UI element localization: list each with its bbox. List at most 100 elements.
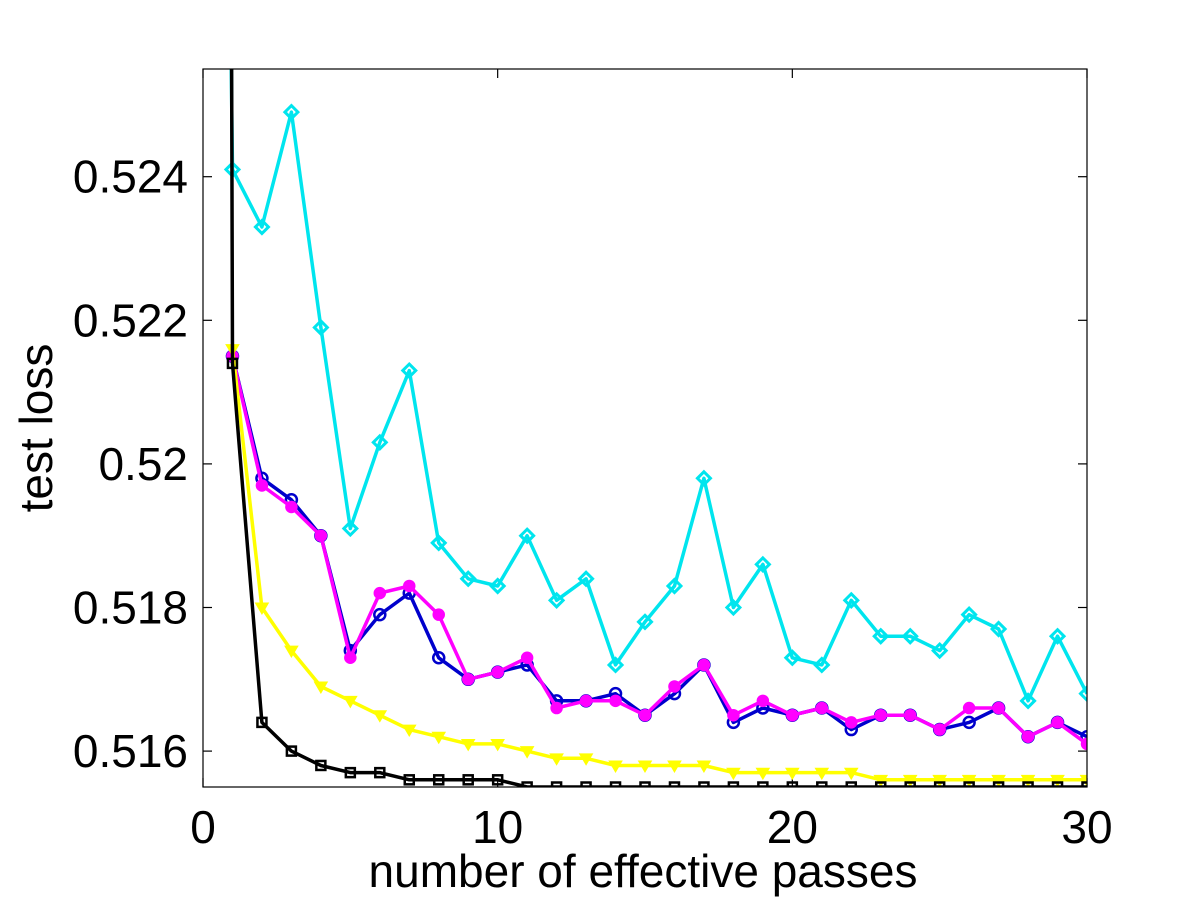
data-point <box>845 716 858 729</box>
data-point <box>872 627 890 645</box>
data-point <box>933 723 946 736</box>
data-point <box>374 766 386 779</box>
data-point <box>754 555 772 574</box>
data-point <box>961 774 977 787</box>
data-point <box>344 766 357 779</box>
data-point <box>668 680 681 693</box>
data-point <box>314 529 328 542</box>
data-point <box>550 701 563 715</box>
data-point <box>255 479 269 492</box>
data-point <box>430 534 448 552</box>
data-point <box>372 710 388 723</box>
data-point <box>432 608 445 621</box>
data-point <box>1080 729 1087 744</box>
data-point <box>991 774 1006 787</box>
plot-frame <box>202 68 1088 788</box>
data-point <box>550 781 563 787</box>
data-point <box>373 607 387 622</box>
data-point <box>577 570 595 588</box>
data-point <box>609 781 622 787</box>
data-point <box>1019 692 1037 710</box>
x-tick-label: 0 <box>190 801 216 853</box>
series-magenta-circle <box>226 349 1087 751</box>
data-point <box>579 694 593 708</box>
data-point <box>786 708 799 722</box>
data-point <box>460 738 476 752</box>
data-point <box>962 715 976 730</box>
data-point <box>932 774 947 787</box>
series-line <box>229 69 1087 703</box>
data-point <box>992 701 1005 715</box>
data-point <box>1020 774 1036 787</box>
data-point <box>431 731 447 745</box>
x-axis-label: number of effective passes <box>369 845 918 897</box>
data-point <box>785 767 800 781</box>
data-point <box>343 695 358 709</box>
data-point <box>489 577 507 595</box>
data-point <box>874 781 887 787</box>
series-black-square <box>226 69 1087 787</box>
data-point <box>1078 685 1087 703</box>
data-point <box>698 781 710 787</box>
data-point <box>874 708 887 722</box>
data-point <box>695 469 713 487</box>
data-point <box>668 781 681 787</box>
data-point <box>284 645 299 659</box>
data-point <box>549 753 564 766</box>
data-point <box>783 649 801 667</box>
series-cyan-diamond <box>223 69 1087 710</box>
data-point <box>521 781 533 787</box>
data-point <box>432 774 445 786</box>
series-line <box>229 69 1087 787</box>
x-tick-labels: 0 10 20 30 <box>190 801 1112 853</box>
data-point <box>285 745 298 757</box>
data-point <box>373 586 387 600</box>
data-point <box>519 746 535 759</box>
data-point <box>400 361 418 380</box>
data-point <box>285 500 298 514</box>
data-point <box>315 759 327 772</box>
plot-area <box>203 69 1087 787</box>
data-point <box>842 591 860 609</box>
data-point <box>816 781 828 787</box>
data-point <box>371 433 389 451</box>
data-point <box>1021 730 1035 743</box>
data-point <box>843 767 859 781</box>
y-tick-label: 0.516 <box>73 725 188 777</box>
data-point <box>253 218 271 236</box>
data-point <box>518 527 536 545</box>
data-point <box>726 767 741 781</box>
data-point <box>344 651 357 665</box>
y-tick-label: 0.52 <box>98 438 188 490</box>
data-point <box>313 681 329 694</box>
data-point <box>1050 774 1065 787</box>
data-point <box>960 606 978 624</box>
data-point <box>609 694 622 708</box>
data-point <box>727 781 740 787</box>
data-point <box>815 701 829 715</box>
data-point <box>813 656 831 674</box>
y-tick-labels: 0.516 0.518 0.52 0.522 0.524 <box>73 151 188 777</box>
data-point <box>1080 737 1087 751</box>
series-yellow-triangle <box>225 344 1087 787</box>
data-point <box>963 781 975 787</box>
data-point <box>578 753 594 766</box>
data-point <box>282 103 301 121</box>
data-point <box>431 651 446 665</box>
data-point <box>256 716 268 729</box>
series-layer <box>223 69 1087 787</box>
data-point <box>904 781 916 787</box>
data-point <box>312 318 330 337</box>
data-point <box>606 656 625 674</box>
data-point <box>1048 627 1067 645</box>
data-point <box>491 774 504 786</box>
data-point <box>992 781 1005 787</box>
data-point <box>254 602 270 615</box>
data-point <box>226 357 239 370</box>
data-point <box>638 708 652 722</box>
data-point <box>1051 781 1064 787</box>
data-point <box>520 651 534 665</box>
data-point <box>845 781 858 787</box>
data-point <box>637 760 653 773</box>
